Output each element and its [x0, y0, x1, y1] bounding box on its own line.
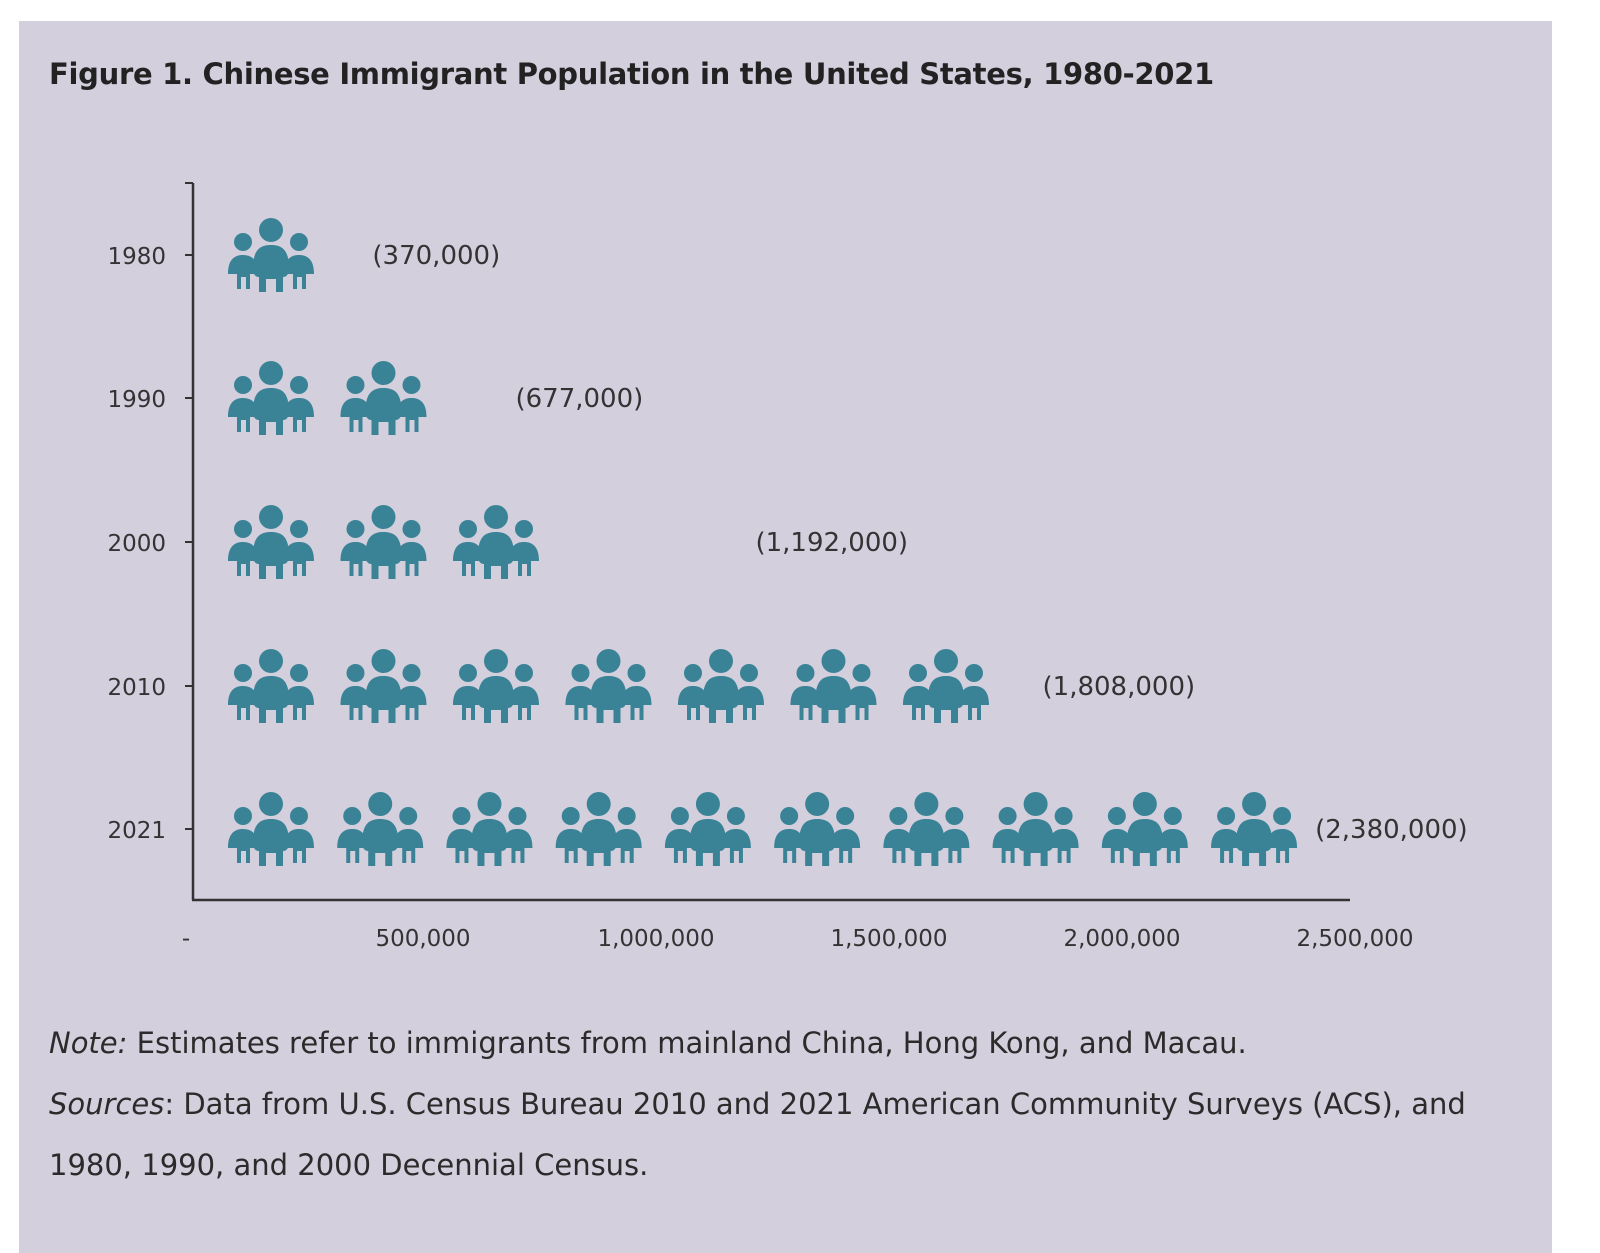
people-group-icon — [678, 649, 764, 723]
people-group-icon — [992, 792, 1079, 866]
y-tick-label: 2010 — [107, 675, 166, 701]
people-group-icon — [228, 218, 314, 292]
people-group-icon — [446, 792, 533, 866]
people-group-icon — [1211, 792, 1298, 866]
chart-note: Note: Estimates refer to immigrants from… — [49, 1013, 1529, 1074]
chart-title: Figure 1. Chinese Immigrant Population i… — [49, 57, 1214, 91]
value-label: (370,000) — [372, 241, 500, 271]
people-group-icon — [228, 792, 314, 866]
people-group-icon — [664, 792, 751, 866]
people-group-icon — [340, 361, 427, 435]
note-text: Estimates refer to immigrants from mainl… — [127, 1026, 1247, 1060]
people-group-icon — [228, 649, 314, 723]
value-label: (1,192,000) — [755, 528, 908, 558]
x-tick-label: 2,000,000 — [1063, 926, 1180, 952]
x-axis-ticks: - 500,000 1,000,000 1,500,000 2,000,000 2,500… — [182, 926, 1414, 952]
x-tick-label: 500,000 — [375, 926, 470, 952]
people-group-icon — [340, 649, 427, 723]
x-tick-label: 1,000,000 — [597, 926, 714, 952]
x-tick-label: 2,500,000 — [1296, 926, 1413, 952]
value-label: (677,000) — [515, 384, 643, 414]
people-group-icon — [883, 792, 970, 866]
people-group-icon — [555, 792, 642, 866]
x-tick-label: - — [182, 926, 190, 952]
value-label: (1,808,000) — [1043, 672, 1196, 702]
people-group-icon — [1101, 792, 1188, 866]
y-axis-ticks: 1980 1990 2000 2010 2021 — [107, 244, 193, 844]
people-group-icon — [774, 792, 861, 866]
people-group-icon — [453, 505, 539, 579]
people-group-icon — [228, 361, 314, 435]
sources-text: : Data from U.S. Census Bureau 2010 and … — [49, 1087, 1466, 1182]
note-label: Note: — [49, 1026, 128, 1060]
people-group-icon — [340, 505, 427, 579]
people-group-icon — [337, 792, 424, 866]
y-tick-label: 1990 — [107, 387, 166, 413]
chart-sources: Sources: Data from U.S. Census Bureau 20… — [49, 1074, 1529, 1196]
people-group-icon — [565, 649, 652, 723]
y-tick-label: 1980 — [107, 244, 166, 270]
people-group-icon — [453, 649, 539, 723]
people-group-icon — [228, 505, 314, 579]
y-tick-label: 2021 — [107, 818, 166, 844]
y-tick-label: 2000 — [107, 531, 166, 557]
people-group-icon — [790, 649, 877, 723]
x-tick-label: 1,500,000 — [830, 926, 947, 952]
value-label: (2,380,000) — [1315, 815, 1468, 845]
sources-label: Sources — [49, 1087, 165, 1121]
people-group-icon — [903, 649, 989, 723]
value-labels: (370,000) (677,000) (1,192,000) (1,808,000)… — [372, 241, 1467, 845]
